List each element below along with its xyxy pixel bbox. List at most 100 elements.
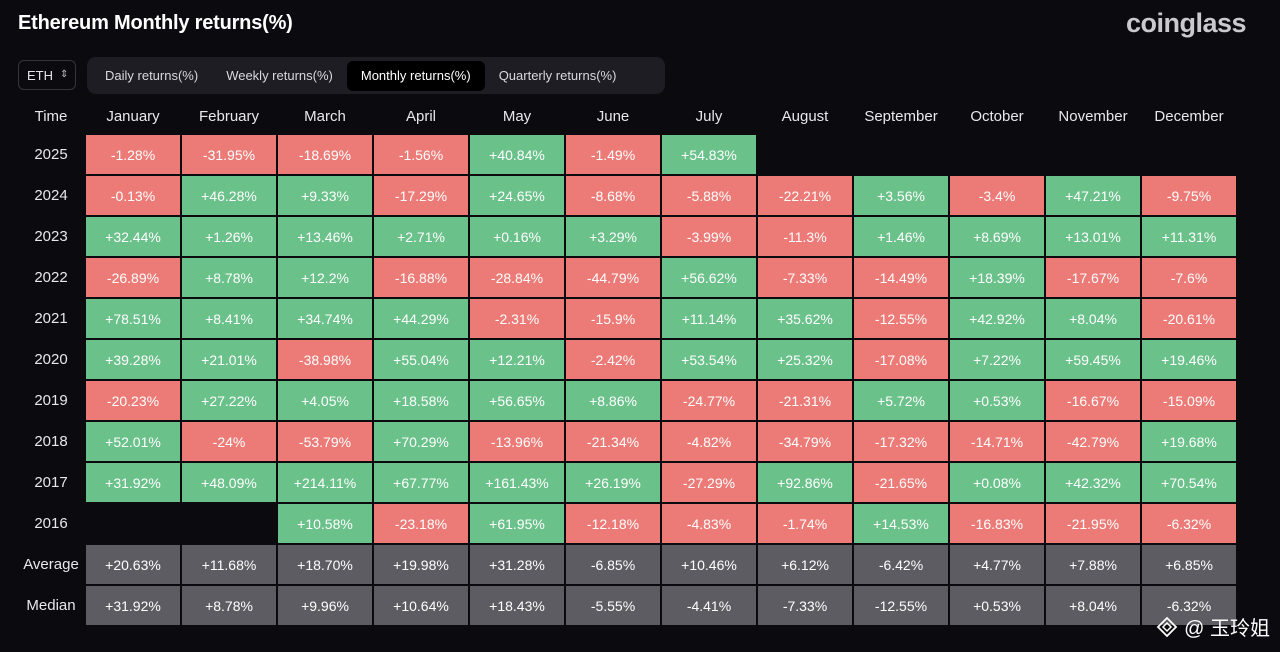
return-cell: -31.95% — [182, 135, 276, 174]
return-cell: +8.04% — [1046, 299, 1140, 338]
month-column-header: December — [1154, 108, 1224, 125]
return-cell: -21.34% — [566, 422, 660, 461]
return-cell: +78.51% — [86, 299, 180, 338]
return-cell: -6.42% — [854, 545, 948, 584]
return-cell: +14.53% — [854, 504, 948, 543]
return-cell: +92.86% — [758, 463, 852, 502]
chevron-up-down-icon: ⇕ — [60, 69, 69, 80]
return-cell: -12.18% — [566, 504, 660, 543]
return-cell: -7.33% — [758, 258, 852, 297]
year-row: 2019 -20.23% +27.22% +4.05% +18.58% +56.65% +8… — [18, 381, 1236, 420]
return-cell: +55.04% — [374, 340, 468, 379]
month-column-header: March — [304, 108, 346, 125]
year-label: 2024 — [34, 187, 68, 204]
month-column-header: April — [405, 108, 436, 125]
return-cell: -6.32% — [1142, 504, 1236, 543]
return-cell: -7.33% — [758, 586, 852, 625]
return-cell: -9.75% — [1142, 176, 1236, 215]
tab-quarterly-returns[interactable]: Quarterly returns(%) — [498, 68, 617, 83]
return-cell: +7.22% — [950, 340, 1044, 379]
return-cell: -42.79% — [1046, 422, 1140, 461]
tab-weekly-returns[interactable]: Weekly returns(%) — [226, 68, 333, 83]
tab-daily-returns[interactable]: Daily returns(%) — [105, 68, 199, 83]
year-row: 2020 +39.28% +21.01% -38.98% +55.04% +12.21% -… — [18, 340, 1236, 379]
return-cell: +7.88% — [1046, 545, 1140, 584]
return-cell: +25.32% — [758, 340, 852, 379]
return-cell: +11.14% — [662, 299, 756, 338]
return-cell: +31.92% — [86, 463, 180, 502]
return-cell: +46.28% — [182, 176, 276, 215]
return-cell: -34.79% — [758, 422, 852, 461]
return-cell: +19.68% — [1142, 422, 1236, 461]
asset-select[interactable]: ETH ⇕ — [18, 60, 76, 90]
return-cell: -18.69% — [278, 135, 372, 174]
return-cell: -11.3% — [758, 217, 852, 256]
return-cell: -0.13% — [86, 176, 180, 215]
year-label: 2022 — [34, 269, 68, 286]
monthly-returns-table: Time January February March April May June Jul… — [16, 98, 1238, 627]
return-cell: +11.68% — [182, 545, 276, 584]
return-cell: -16.83% — [950, 504, 1044, 543]
return-cell: +19.46% — [1142, 340, 1236, 379]
return-cell: -26.89% — [86, 258, 180, 297]
year-label: 2017 — [34, 474, 68, 491]
return-cell: +24.65% — [470, 176, 564, 215]
return-cell: +8.04% — [1046, 586, 1140, 625]
return-cell: +56.62% — [662, 258, 756, 297]
return-cell: +0.08% — [950, 463, 1044, 502]
return-cell: -27.29% — [662, 463, 756, 502]
return-cell — [950, 135, 1044, 174]
return-cell: -7.6% — [1142, 258, 1236, 297]
return-cell: +31.28% — [470, 545, 564, 584]
return-cell: +11.31% — [1142, 217, 1236, 256]
return-cell: +12.21% — [470, 340, 564, 379]
return-cell — [854, 135, 948, 174]
return-cell: -1.49% — [566, 135, 660, 174]
return-cell: -4.82% — [662, 422, 756, 461]
year-label: 2018 — [34, 433, 68, 450]
return-cell: +8.41% — [182, 299, 276, 338]
return-cell: -22.21% — [758, 176, 852, 215]
return-cell: +32.44% — [86, 217, 180, 256]
return-cell: -6.85% — [566, 545, 660, 584]
year-label: 2025 — [34, 146, 68, 163]
return-cell: -44.79% — [566, 258, 660, 297]
period-tabs: Daily returns(%) Weekly returns(%) Month… — [87, 57, 665, 94]
return-cell: -3.4% — [950, 176, 1044, 215]
return-cell: +59.45% — [1046, 340, 1140, 379]
return-cell: +26.19% — [566, 463, 660, 502]
return-cell: +44.29% — [374, 299, 468, 338]
return-cell — [758, 135, 852, 174]
month-column-header: November — [1058, 108, 1128, 125]
return-cell: +9.96% — [278, 586, 372, 625]
return-cell: -20.23% — [86, 381, 180, 420]
watermark-text: @ 玉玲姐 — [1184, 618, 1270, 640]
return-cell: -4.41% — [662, 586, 756, 625]
return-cell: +0.53% — [950, 586, 1044, 625]
return-cell: +70.29% — [374, 422, 468, 461]
return-cell: -17.29% — [374, 176, 468, 215]
return-cell: +42.92% — [950, 299, 1044, 338]
return-cell: +47.21% — [1046, 176, 1140, 215]
return-cell: -1.28% — [86, 135, 180, 174]
return-cell: +8.86% — [566, 381, 660, 420]
return-cell — [1142, 135, 1236, 174]
return-cell — [86, 504, 180, 543]
year-label: 2016 — [34, 515, 68, 532]
return-cell: -14.49% — [854, 258, 948, 297]
return-cell: +18.58% — [374, 381, 468, 420]
return-cell: +6.85% — [1142, 545, 1236, 584]
return-cell: +10.58% — [278, 504, 372, 543]
year-label: 2019 — [34, 392, 68, 409]
return-cell: +39.28% — [86, 340, 180, 379]
return-cell: -23.18% — [374, 504, 468, 543]
return-cell: -6.32% — [1142, 586, 1236, 625]
return-cell: -17.32% — [854, 422, 948, 461]
return-cell: -20.61% — [1142, 299, 1236, 338]
tab-monthly-returns[interactable]: Monthly returns(%) — [346, 60, 485, 91]
year-row: 2021 +78.51% +8.41% +34.74% +44.29% -2.31% -15… — [18, 299, 1236, 338]
month-column-header: June — [596, 108, 630, 125]
return-cell: +61.95% — [470, 504, 564, 543]
return-cell: +10.46% — [662, 545, 756, 584]
return-cell: +161.43% — [470, 463, 564, 502]
